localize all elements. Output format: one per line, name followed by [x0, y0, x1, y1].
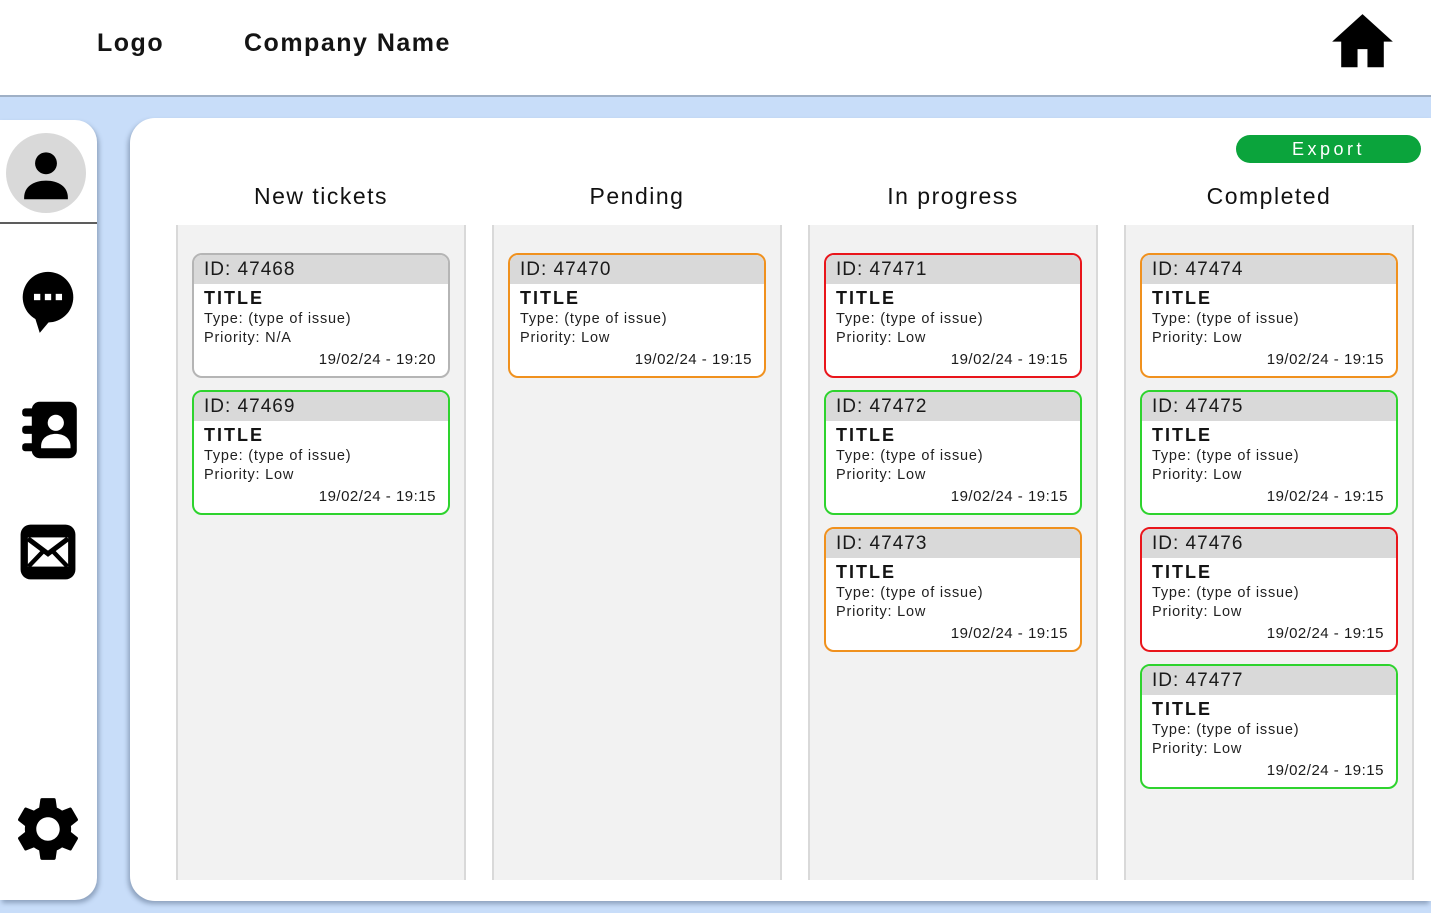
ticket-title: TITLE	[1152, 288, 1212, 308]
ticket-card-47471[interactable]: ID: 47471 TITLE Type: (type of issue) Pr…	[824, 253, 1082, 378]
ticket-timestamp: 19/02/24 - 19:20	[318, 351, 436, 368]
ticket-id: ID: 47473	[826, 529, 1080, 558]
ticket-id: ID: 47470	[510, 255, 764, 284]
ticket-type: Type: (type of issue)	[1152, 585, 1300, 601]
ticket-card-47474[interactable]: ID: 47474 TITLE Type: (type of issue) Pr…	[1140, 253, 1398, 378]
settings-gear-icon	[11, 792, 85, 866]
ticket-priority: Priority: Low	[836, 330, 927, 346]
ticket-timestamp: 19/02/24 - 19:15	[1266, 625, 1384, 642]
column-pending: Pending ID: 47470 TITLE Type: (type of i…	[492, 183, 782, 880]
sidebar	[0, 120, 97, 900]
ticket-title: TITLE	[836, 288, 896, 308]
ticket-title: TITLE	[204, 288, 264, 308]
ticket-type: Type: (type of issue)	[1152, 311, 1300, 327]
ticket-id: ID: 47472	[826, 392, 1080, 421]
ticket-type: Type: (type of issue)	[836, 311, 984, 327]
profile-avatar-icon	[14, 135, 78, 212]
ticket-timestamp: 19/02/24 - 19:15	[634, 351, 752, 368]
home-button[interactable]	[1325, 6, 1400, 76]
ticket-priority: Priority: Low	[836, 467, 927, 483]
sidebar-divider	[0, 222, 97, 224]
ticket-timestamp: 19/02/24 - 19:15	[950, 351, 1068, 368]
ticket-priority: Priority: Low	[1152, 330, 1243, 346]
ticket-type: Type: (type of issue)	[204, 448, 352, 464]
ticket-priority: Priority: Low	[204, 467, 295, 483]
ticket-title: TITLE	[1152, 699, 1212, 719]
chat-icon	[15, 266, 81, 336]
ticket-priority: Priority: Low	[1152, 604, 1243, 620]
ticket-card-47469[interactable]: ID: 47469 TITLE Type: (type of issue) Pr…	[192, 390, 450, 515]
contacts-icon	[12, 394, 84, 466]
ticket-title: TITLE	[1152, 425, 1212, 445]
ticket-card-47472[interactable]: ID: 47472 TITLE Type: (type of issue) Pr…	[824, 390, 1082, 515]
ticket-card-47470[interactable]: ID: 47470 TITLE Type: (type of issue) Pr…	[508, 253, 766, 378]
ticket-id: ID: 47474	[1142, 255, 1396, 284]
ticket-priority: Priority: Low	[836, 604, 927, 620]
column-track-new-tickets: ID: 47468 TITLE Type: (type of issue) Pr…	[176, 225, 466, 880]
column-new-tickets: New tickets ID: 47468 TITLE Type: (type …	[176, 183, 466, 880]
ticket-id: ID: 47469	[194, 392, 448, 421]
ticket-priority: Priority: Low	[1152, 467, 1243, 483]
ticket-card-47477[interactable]: ID: 47477 TITLE Type: (type of issue) Pr…	[1140, 664, 1398, 789]
ticket-timestamp: 19/02/24 - 19:15	[1266, 488, 1384, 505]
column-completed: Completed ID: 47474 TITLE Type: (type of…	[1124, 183, 1414, 880]
ticket-id: ID: 47468	[194, 255, 448, 284]
ticket-type: Type: (type of issue)	[1152, 722, 1300, 738]
ticket-id: ID: 47475	[1142, 392, 1396, 421]
column-track-pending: ID: 47470 TITLE Type: (type of issue) Pr…	[492, 225, 782, 880]
settings-button[interactable]	[11, 792, 85, 866]
ticket-timestamp: 19/02/24 - 19:15	[1266, 762, 1384, 779]
ticket-timestamp: 19/02/24 - 19:15	[950, 488, 1068, 505]
profile-button[interactable]	[6, 133, 86, 213]
kanban-columns: New tickets ID: 47468 TITLE Type: (type …	[176, 183, 1414, 880]
mail-icon	[13, 517, 83, 587]
home-icon	[1325, 14, 1400, 80]
ticket-title: TITLE	[520, 288, 580, 308]
board-panel: Export New tickets ID: 47468 TITLE Type:…	[130, 118, 1431, 901]
ticket-id: ID: 47477	[1142, 666, 1396, 695]
ticket-card-47473[interactable]: ID: 47473 TITLE Type: (type of issue) Pr…	[824, 527, 1082, 652]
column-title: In progress	[887, 183, 1019, 209]
logo-text: Logo	[97, 29, 165, 57]
ticket-title: TITLE	[836, 562, 896, 582]
ticket-timestamp: 19/02/24 - 19:15	[1266, 351, 1384, 368]
mail-button[interactable]	[13, 517, 83, 587]
ticket-card-47468[interactable]: ID: 47468 TITLE Type: (type of issue) Pr…	[192, 253, 450, 378]
company-name: Company Name	[244, 29, 451, 57]
ticket-card-47475[interactable]: ID: 47475 TITLE Type: (type of issue) Pr…	[1140, 390, 1398, 515]
column-title: Completed	[1206, 183, 1332, 209]
ticket-timestamp: 19/02/24 - 19:15	[318, 488, 436, 505]
ticket-id: ID: 47476	[1142, 529, 1396, 558]
export-button[interactable]: Export	[1236, 135, 1421, 163]
ticket-type: Type: (type of issue)	[1152, 448, 1300, 464]
chat-button[interactable]	[15, 266, 81, 336]
ticket-type: Type: (type of issue)	[836, 585, 984, 601]
ticket-priority: Priority: Low	[520, 330, 611, 346]
column-track-completed: ID: 47474 TITLE Type: (type of issue) Pr…	[1124, 225, 1414, 880]
ticket-id: ID: 47471	[826, 255, 1080, 284]
ticket-card-47476[interactable]: ID: 47476 TITLE Type: (type of issue) Pr…	[1140, 527, 1398, 652]
ticket-title: TITLE	[204, 425, 264, 445]
ticket-type: Type: (type of issue)	[836, 448, 984, 464]
top-header: Logo Company Name	[0, 0, 1431, 95]
ticket-timestamp: 19/02/24 - 19:15	[950, 625, 1068, 642]
contacts-button[interactable]	[12, 394, 84, 466]
ticket-type: Type: (type of issue)	[520, 311, 668, 327]
ticket-title: TITLE	[1152, 562, 1212, 582]
ticket-priority: Priority: Low	[1152, 741, 1243, 757]
column-title: New tickets	[253, 183, 389, 209]
column-title: Pending	[589, 183, 685, 209]
ticket-priority: Priority: N/A	[204, 330, 292, 346]
column-in-progress: In progress ID: 47471 TITLE Type: (type …	[808, 183, 1098, 880]
ticket-type: Type: (type of issue)	[204, 311, 352, 327]
ticket-title: TITLE	[836, 425, 896, 445]
column-track-in-progress: ID: 47471 TITLE Type: (type of issue) Pr…	[808, 225, 1098, 880]
